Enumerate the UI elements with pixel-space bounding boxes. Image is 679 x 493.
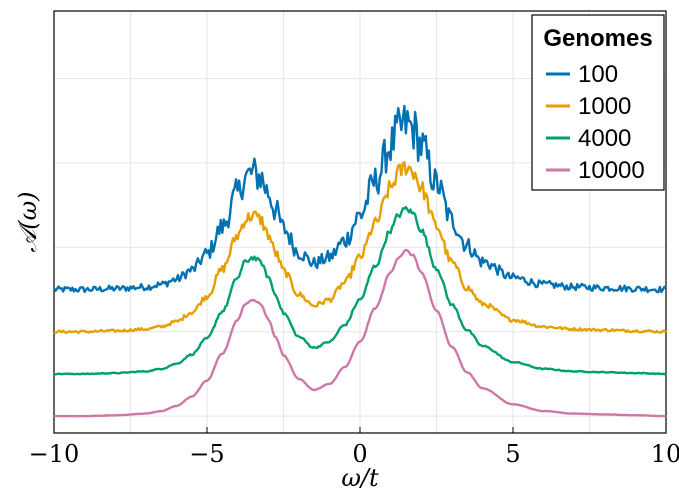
x-tick-label: −10: [29, 440, 80, 468]
legend: Genomes 100 1000 4000 10000: [531, 14, 665, 191]
series-layer: [53, 104, 667, 418]
x-axis-label: ω/t: [341, 464, 379, 492]
series-line-4000: [53, 205, 667, 376]
x-tick-label: 10: [651, 440, 679, 468]
series-line-10000: [53, 248, 667, 418]
legend-box: [531, 14, 665, 191]
legend-label-100: 100: [578, 61, 618, 88]
legend-label-4000: 4000: [578, 125, 631, 152]
series-line-1000: [53, 161, 667, 335]
x-tick-label: −5: [189, 440, 224, 468]
x-tick-labels: −10 −5 0 5 10: [29, 440, 679, 468]
x-tick-label: 0: [352, 440, 367, 468]
y-axis-label: 𝒜(ω): [14, 191, 42, 252]
x-tick-label: 5: [505, 440, 520, 468]
legend-entries: 100 1000 4000 10000: [546, 61, 645, 184]
series-line-100: [53, 104, 667, 294]
x-axis-ticks: [53, 427, 667, 433]
legend-title: Genomes: [543, 25, 652, 52]
legend-label-10000: 10000: [578, 157, 645, 184]
grid-lines: [54, 11, 666, 433]
legend-label-1000: 1000: [578, 93, 631, 120]
